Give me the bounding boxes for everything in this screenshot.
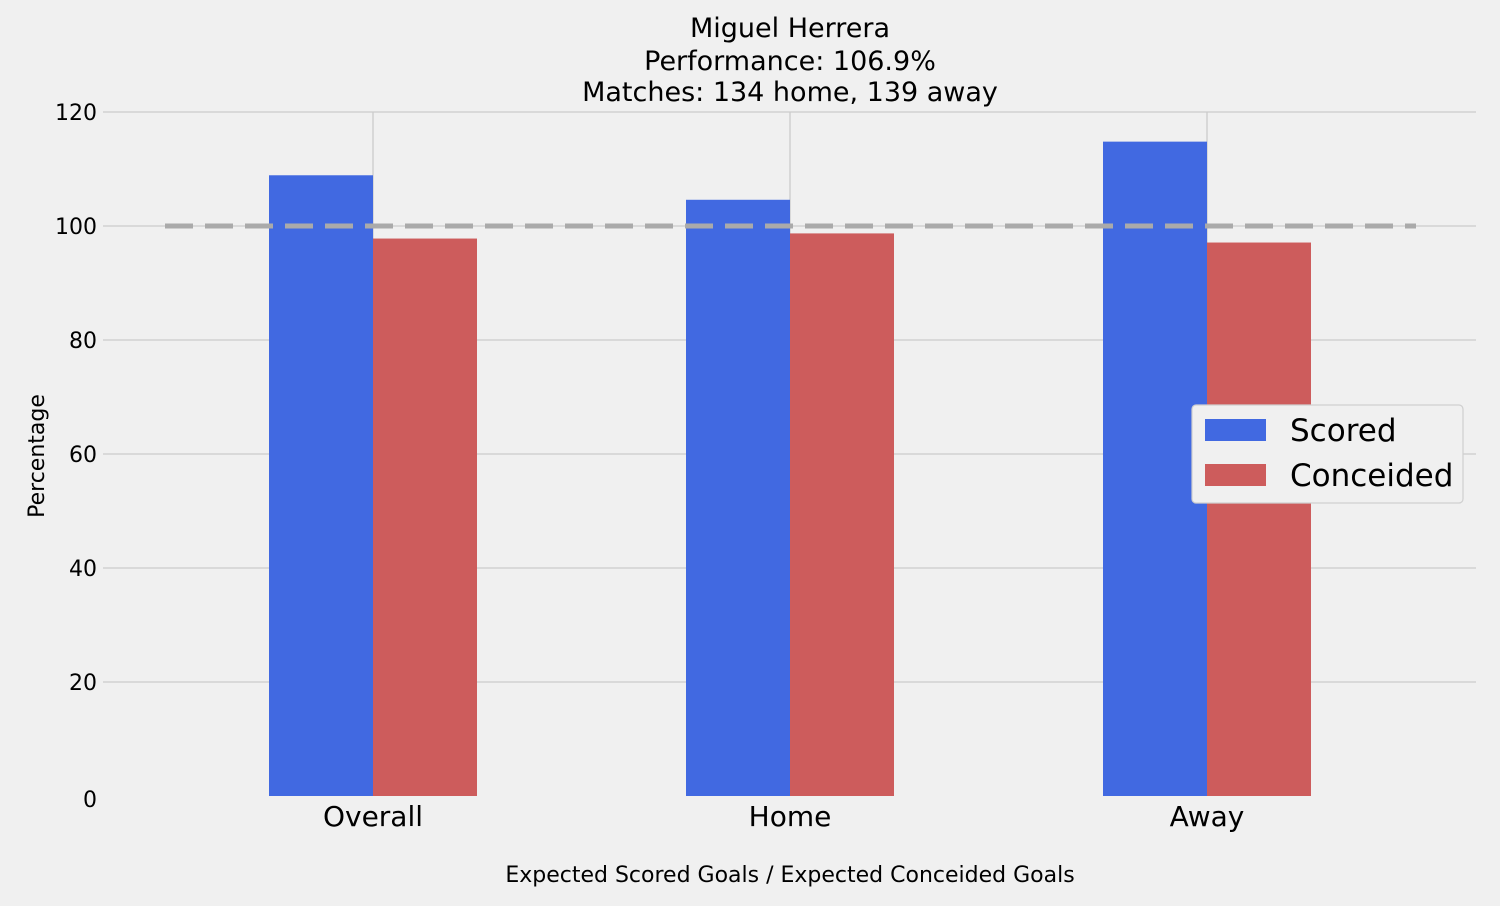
bar-scored-overall [269, 175, 373, 796]
bars [269, 141, 1311, 797]
bar-scored-home [686, 199, 790, 796]
x-tick-labels: Overall Home Away [323, 800, 1244, 833]
legend: Scored Conceided [1191, 404, 1464, 504]
chart-title-line-2: Performance: 106.9% [644, 46, 936, 77]
bar-conceided-overall [373, 238, 477, 797]
legend-label-conceided: Conceided [1290, 458, 1453, 494]
y-tick-label: 100 [55, 215, 97, 240]
x-tick-label: Home [749, 800, 832, 833]
x-tick-label: Overall [323, 800, 423, 833]
y-tick-label: 60 [69, 443, 97, 468]
bar-scored-away [1103, 141, 1207, 796]
x-tick-label: Away [1170, 800, 1245, 833]
y-tick-label: 80 [69, 329, 97, 354]
legend-swatch-conceided [1205, 464, 1266, 486]
y-tick-label: 120 [55, 101, 97, 126]
x-axis-label: Expected Scored Goals / Expected Conceid… [505, 863, 1074, 888]
y-tick-labels: 0 20 40 60 80 100 120 [55, 101, 97, 813]
y-tick-label: 20 [69, 671, 97, 696]
legend-swatch-scored [1205, 419, 1266, 441]
legend-label-scored: Scored [1290, 413, 1397, 449]
y-axis-label: Percentage [25, 394, 50, 518]
y-tick-label: 40 [69, 557, 97, 582]
chart-title-line-1: Miguel Herrera [690, 13, 890, 44]
y-tick-label: 0 [83, 788, 97, 813]
bar-conceided-home [790, 233, 894, 796]
bar-conceided-away [1207, 242, 1311, 796]
chart-title-line-3: Matches: 134 home, 139 away [582, 77, 998, 108]
